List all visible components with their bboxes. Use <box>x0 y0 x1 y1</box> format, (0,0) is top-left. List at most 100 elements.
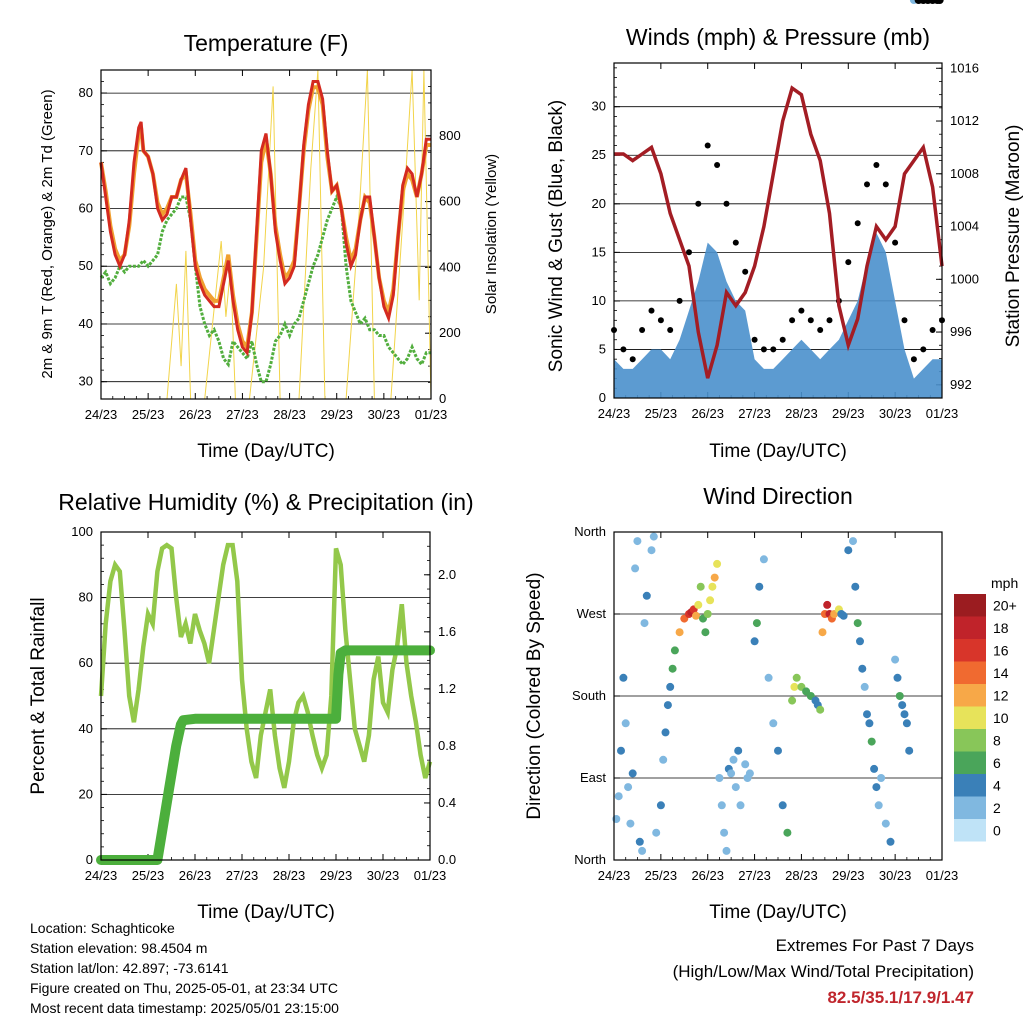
direction-ytick-label: North <box>574 524 606 539</box>
humidity-ytick-label: 80 <box>79 590 93 605</box>
direction-point <box>792 673 801 682</box>
direction-point <box>710 573 719 582</box>
direction-point <box>729 755 738 764</box>
direction-point <box>839 611 848 620</box>
humidity-xtick-label: 24/23 <box>85 868 118 883</box>
direction-point <box>823 600 832 609</box>
direction-point <box>720 828 729 837</box>
direction-ytick-label: North <box>574 852 606 867</box>
direction-point <box>764 673 773 682</box>
direction-point <box>661 728 670 737</box>
direction-xtick-label: 28/23 <box>785 868 818 883</box>
direction-point <box>790 682 799 691</box>
winds-ytick-label: 30 <box>592 99 606 114</box>
winds-y2tick-label: 992 <box>950 377 972 392</box>
direction-point <box>858 664 867 673</box>
humidity-y2tick-label: 1.6 <box>438 624 456 639</box>
direction-point <box>617 746 625 755</box>
humidity-xtick-label: 01/23 <box>414 868 447 883</box>
temperature-ytick-label: 50 <box>79 258 93 273</box>
winds-ytick-label: 5 <box>599 341 606 356</box>
humidity-title: Relative Humidity (%) & Precipitation (i… <box>58 489 473 515</box>
direction-point <box>635 837 644 846</box>
gust-point <box>910 356 917 363</box>
temperature-xlabel: Time (Day/UTC) <box>197 441 335 462</box>
temperature-2m-line <box>99 80 431 357</box>
direction-point <box>668 664 677 673</box>
temperature-y2tick-label: 200 <box>439 325 461 340</box>
direction-point <box>849 537 857 546</box>
gust-point <box>826 317 833 324</box>
direction-point <box>877 774 886 782</box>
direction-point <box>640 619 649 628</box>
humidity-ytick-label: 0 <box>86 852 93 867</box>
gust-point <box>807 317 814 324</box>
temperature-panel: Temperature (F) 304050607080020040060080… <box>39 30 500 462</box>
temperature-xtick-label: 29/23 <box>320 407 353 422</box>
winds-y2tick-label: 1004 <box>950 219 979 234</box>
winds-xlabel: Time (Day/UTC) <box>709 441 847 462</box>
direction-point <box>783 828 792 837</box>
winds-ytick-label: 20 <box>592 196 606 211</box>
temperature-xtick-label: 24/23 <box>85 407 118 422</box>
winds-title: Winds (mph) & Pressure (mb) <box>626 24 930 50</box>
temperature-y2tick-label: 800 <box>439 128 461 143</box>
direction-point <box>865 719 874 728</box>
gust-point <box>929 327 936 333</box>
colorbar-swatch <box>954 774 986 797</box>
direction-point <box>902 719 911 728</box>
colorbar-title: mph <box>991 575 1018 591</box>
colorbar-label: 18 <box>993 620 1009 636</box>
winds-y2label: Station Pressure (Maroon) <box>1003 125 1024 348</box>
temperature-ytick-label: 60 <box>79 201 93 216</box>
direction-point <box>891 655 900 664</box>
gust-point <box>864 181 870 188</box>
humidity-frame <box>100 531 431 861</box>
winds-xtick-label: 30/23 <box>879 406 912 421</box>
humidity-xtick-label: 26/23 <box>179 868 212 883</box>
winds-xtick-label: 26/23 <box>691 406 724 421</box>
direction-point <box>670 646 679 655</box>
gust-point <box>901 317 908 324</box>
temperature-frame <box>100 69 432 400</box>
colorbar-label: 20+ <box>993 597 1017 613</box>
direction-point <box>626 819 635 828</box>
colorbar-swatch <box>954 706 986 729</box>
direction-point <box>741 760 750 769</box>
station-info: Location: Schaghticoke Station elevation… <box>30 918 339 1018</box>
temperature-ylabel: 2m & 9m T (Red, Orange) & 2m Td (Green) <box>39 89 56 378</box>
gust-point <box>892 239 899 246</box>
direction-point <box>778 801 787 810</box>
direction-point <box>851 582 860 591</box>
temperature-y2tick-label: 400 <box>439 259 461 274</box>
colorbar-swatch <box>954 729 986 752</box>
direction-point <box>769 719 778 728</box>
humidity-ytick-label: 20 <box>79 786 93 801</box>
pressure-line <box>614 85 944 379</box>
colorbar-label: 8 <box>993 732 1001 748</box>
colorbar-label: 4 <box>993 777 1001 793</box>
colorbar-swatch <box>954 819 986 842</box>
winds-y2tick-label: 1016 <box>950 60 979 75</box>
colorbar-label: 16 <box>993 642 1009 658</box>
colorbar-swatch <box>954 594 986 617</box>
winds-frame <box>613 62 943 399</box>
humidity-y2tick-label: 2.0 <box>438 567 456 582</box>
temperature-xtick-label: 28/23 <box>273 407 306 422</box>
gust-point <box>798 307 805 314</box>
direction-point <box>652 828 661 837</box>
direction-point <box>752 619 761 628</box>
direction-point <box>818 628 827 637</box>
humidity-y2tick-label: 0.0 <box>438 852 456 867</box>
gust-point <box>760 346 767 353</box>
direction-point <box>628 769 637 778</box>
direction-point <box>633 537 642 546</box>
colorbar-label: 10 <box>993 710 1009 726</box>
direction-xtick-label: 26/23 <box>691 868 724 883</box>
direction-xtick-label: 29/23 <box>832 868 865 883</box>
direction-point <box>905 746 914 755</box>
gust-point <box>742 268 749 275</box>
direction-point <box>898 701 907 710</box>
temperature-xtick-label: 01/23 <box>415 407 448 422</box>
